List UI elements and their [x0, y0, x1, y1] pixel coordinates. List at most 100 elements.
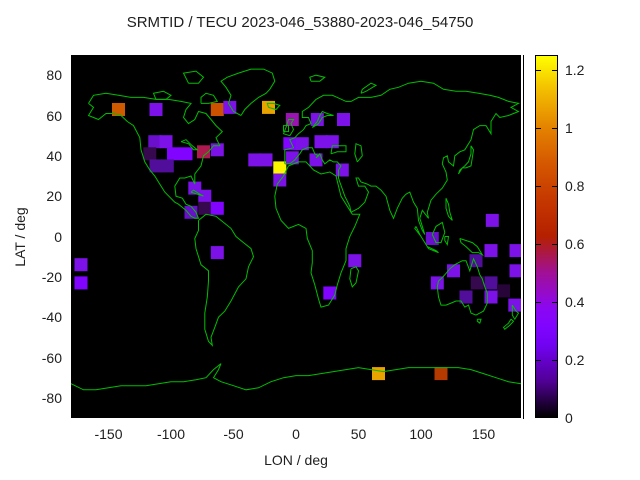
- heatmap-cell: [149, 159, 163, 173]
- map-background: [71, 55, 521, 418]
- coastline: [330, 145, 347, 155]
- x-tick-label: 50: [350, 426, 367, 442]
- heatmap-cell: [335, 163, 349, 177]
- heatmap-cell: [248, 153, 262, 167]
- coastline: [476, 318, 482, 325]
- coastline: [414, 226, 439, 254]
- coastline: [87, 92, 224, 219]
- y-tick-label: 20: [46, 188, 62, 205]
- y-tick-label: -20: [41, 268, 62, 285]
- coastline: [311, 110, 334, 129]
- coastline: [354, 142, 363, 163]
- heatmap-cell: [470, 276, 484, 290]
- coastline: [282, 119, 295, 137]
- world-map-plot: [71, 55, 521, 418]
- colorbar-tick-label: 1.2: [565, 62, 585, 78]
- coastline: [444, 236, 450, 247]
- colorbar-tick-label: 0.2: [565, 352, 585, 368]
- x-tick-label: -100: [156, 426, 186, 442]
- colorbar-tick: [552, 128, 557, 129]
- y-tick-label: -60: [41, 349, 62, 366]
- heatmap-cell: [484, 276, 498, 290]
- heatmap-cell: [167, 147, 180, 161]
- heatmap-cell: [273, 161, 287, 175]
- heatmap-cell: [179, 147, 193, 161]
- heatmap-cell: [434, 367, 448, 381]
- heatmap-cell: [310, 113, 324, 126]
- colorbar-tick: [536, 244, 541, 245]
- coastline: [71, 363, 521, 391]
- heatmap-cell: [469, 254, 483, 268]
- heatmap-cell: [325, 135, 339, 149]
- heatmap-cell: [197, 145, 210, 159]
- heatmap-cell: [508, 298, 521, 312]
- y-tick-label: 60: [46, 107, 62, 124]
- colorbar-tick-label: 1: [565, 120, 573, 136]
- coastline: [349, 266, 360, 288]
- heatmap-canvas: [71, 55, 521, 418]
- coastline: [152, 90, 172, 100]
- heatmap-cell: [348, 254, 362, 268]
- coastline: [309, 74, 326, 82]
- colorbar-tick: [552, 70, 557, 71]
- heatmap-cell: [149, 103, 163, 116]
- colorbar-tick: [536, 360, 541, 361]
- coastline: [220, 68, 276, 116]
- coastline: [431, 221, 446, 244]
- heatmap-cell: [148, 135, 162, 149]
- coastline: [283, 125, 289, 133]
- coastline: [180, 139, 199, 151]
- coastline: [445, 198, 453, 221]
- coastline: [284, 80, 520, 235]
- x-tick-label: 0: [292, 426, 300, 442]
- coastline: [190, 189, 204, 197]
- colorbar-tick: [536, 70, 541, 71]
- heatmap-cell: [198, 201, 212, 215]
- heatmap-cell: [143, 147, 157, 161]
- heatmap-cell: [323, 286, 337, 300]
- heatmap-cell: [337, 113, 350, 126]
- coastline: [266, 102, 281, 111]
- heatmap-cell: [160, 159, 174, 173]
- coastline: [458, 145, 475, 175]
- heatmap-cell: [159, 135, 173, 149]
- heatmap-cell: [497, 284, 510, 298]
- heatmap-cell: [184, 205, 198, 219]
- heatmap-cell: [273, 173, 287, 187]
- chart-title: SRMTID / TECU 2023-046_53880-2023-046_54…: [126, 14, 474, 31]
- x-tick-label: 150: [471, 426, 496, 442]
- colorbar-tick: [552, 244, 557, 245]
- colorbar-tick: [552, 186, 557, 187]
- heatmap-cell: [509, 264, 521, 278]
- heatmap-cell: [484, 244, 498, 258]
- colorbar-tick: [552, 302, 557, 303]
- coastline: [274, 161, 361, 308]
- y-tick-label: -80: [41, 389, 62, 406]
- heatmap-cell: [295, 137, 309, 151]
- colorbar-tick: [536, 128, 541, 129]
- x-tick-label: -150: [94, 426, 123, 442]
- colorbar-tick-label: 0: [565, 410, 573, 426]
- coastline: [502, 318, 515, 331]
- y-tick-label: 40: [46, 147, 62, 164]
- coastline: [194, 213, 255, 347]
- heatmap-cell: [74, 258, 88, 272]
- heatmap-cell: [372, 367, 385, 381]
- plot-right-border: [523, 55, 524, 419]
- colorbar-tick: [552, 360, 557, 361]
- heatmap-cell: [485, 213, 499, 227]
- heatmap-cell: [210, 103, 224, 116]
- heatmap-cell: [210, 143, 224, 157]
- colorbar: [535, 55, 558, 418]
- x-tick-label: -50: [223, 426, 244, 442]
- heatmap-cell: [309, 153, 323, 167]
- coastline: [459, 238, 484, 257]
- y-tick-label: 80: [46, 67, 62, 84]
- heatmap-cell: [112, 103, 125, 116]
- heatmap-cell: [210, 246, 224, 260]
- colorbar-tick-label: 0.6: [565, 236, 585, 252]
- y-tick-label: -40: [41, 309, 62, 326]
- x-axis-title: LON / deg: [264, 452, 328, 468]
- coastline: [182, 70, 205, 84]
